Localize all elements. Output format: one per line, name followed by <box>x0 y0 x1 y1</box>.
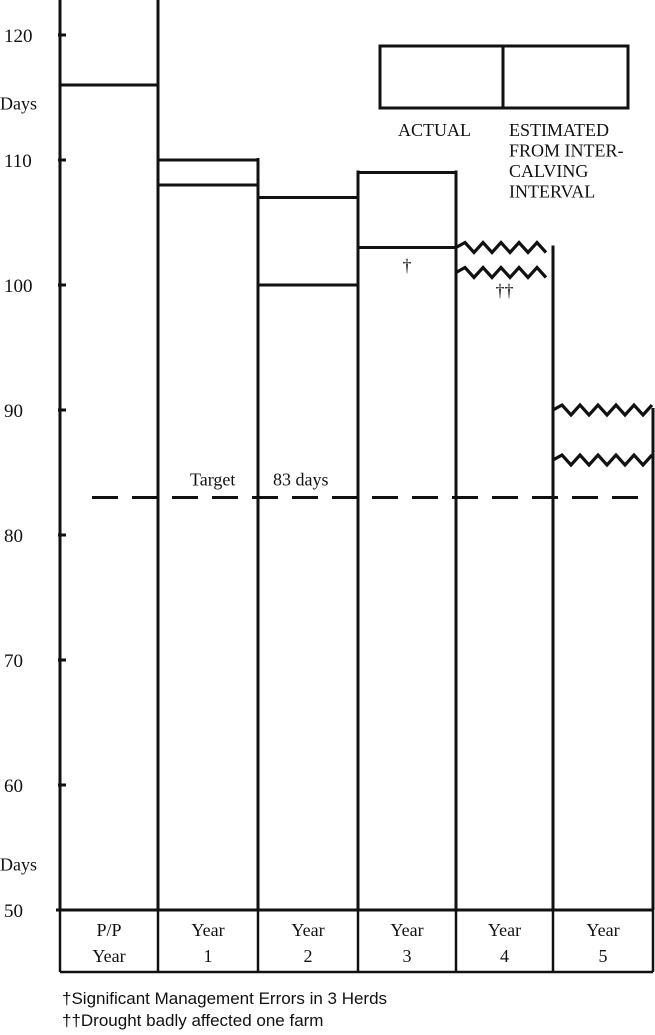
y-tick-label: 90 <box>4 401 23 422</box>
actual-bar-top-5 <box>552 452 654 468</box>
footnotes: †Significant Management Errors in 3 Herd… <box>62 988 652 1032</box>
y-tick-label: 110 <box>4 151 32 172</box>
category-label-line1: Year <box>488 920 521 940</box>
estimated-bar-top-4 <box>455 240 548 255</box>
category-label-line2: 4 <box>500 946 509 966</box>
category-label-line2: 2 <box>304 946 313 966</box>
estimated-bar-top-5 <box>552 402 654 418</box>
actual-bar-top-4 <box>455 265 548 280</box>
category-label-line1: Year <box>390 920 423 940</box>
y-axis-label: Days <box>0 93 37 113</box>
legend: ACTUAL ESTIMATED FROM INTER-CALVING INTERVA… <box>378 44 630 202</box>
legend-label-actual: ACTUAL <box>398 120 471 140</box>
y-tick-label: 70 <box>4 651 23 672</box>
footnote-mark: † <box>403 256 412 276</box>
y-tick-label: 50 <box>4 901 23 922</box>
bars-layer: ††† <box>58 0 655 910</box>
category-label-line1: Year <box>586 920 619 940</box>
category-label-line1: Year <box>291 920 324 940</box>
category-label-line2: 3 <box>403 946 412 966</box>
target-label: Target 83 days <box>190 470 329 490</box>
category-label-line1: P/P <box>96 920 121 940</box>
y-tick-label: 60 <box>4 776 23 797</box>
y-tick-label: 120 <box>4 26 33 47</box>
category-table: P/P Year Year 1 Year 2 Year 3 Year 4 Year 5 <box>58 910 655 974</box>
y-axis: 50 60 70 80 90 100 110 120 Days Days <box>0 26 653 922</box>
y-tick-label: 100 <box>4 276 33 297</box>
footnote-drought: ††Drought badly affected one farm <box>62 1011 324 1030</box>
y-axis-label: Days <box>0 855 37 875</box>
y-tick-label: 80 <box>4 526 23 547</box>
category-label-line2: 1 <box>204 946 213 966</box>
footnote-mark: †† <box>496 281 514 301</box>
category-label-line2: 5 <box>599 946 608 966</box>
target-line: Target 83 days <box>92 470 653 499</box>
category-label-line1: Year <box>191 920 224 940</box>
category-label-line2: Year <box>92 946 125 966</box>
footnote-management-errors: †Significant Management Errors in 3 Herd… <box>62 989 388 1008</box>
legend-label-estimated: ESTIMATED FROM INTER-CALVING INTERVAL <box>509 120 624 202</box>
